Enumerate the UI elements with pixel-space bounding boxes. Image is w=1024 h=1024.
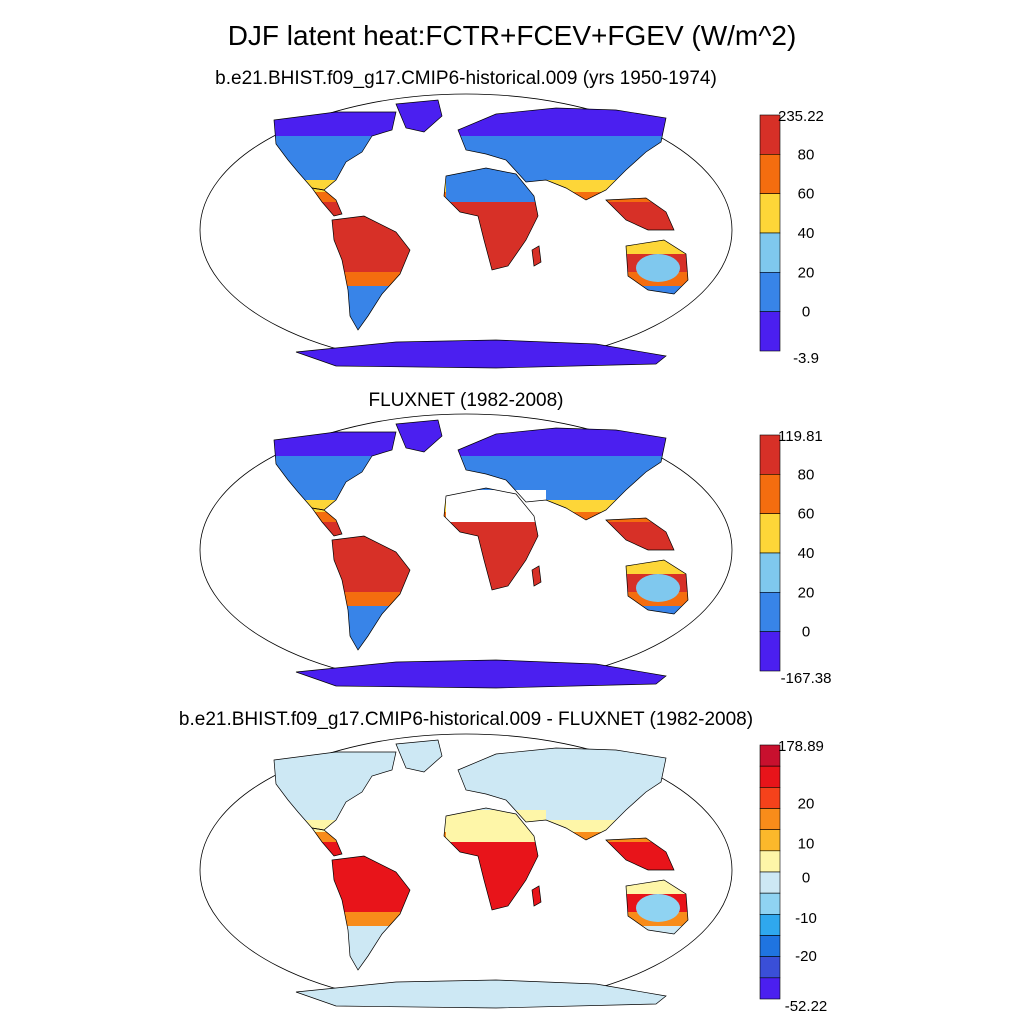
central-america-outline	[311, 187, 343, 217]
colorbar-segment	[759, 871, 781, 894]
colorbar-segment	[759, 434, 781, 475]
colorbar-segment	[759, 154, 781, 194]
south-america-outline	[331, 535, 411, 651]
antarctica-outline	[295, 979, 667, 1009]
greenland-outline	[395, 419, 443, 453]
panel1-colorbar: 235.22 80 60 40 20 0 -3.9	[759, 108, 824, 367]
panel3-colorbar: 178.89 20 10 0 -10 -20 -52.22	[759, 738, 827, 1015]
colorbar-segment	[759, 474, 781, 514]
colorbar-label: -10	[795, 910, 817, 927]
colorbar-segment	[759, 311, 781, 352]
antarctica-outline	[295, 339, 667, 369]
se-asia-outline	[605, 517, 675, 551]
south-america-outline	[331, 855, 411, 971]
colorbar-segment	[759, 914, 781, 936]
colorbar-label: 178.89	[778, 738, 824, 755]
panel2-colorbar: 119.81 80 60 40 20 0 -167.38	[759, 428, 832, 687]
colorbar-label: 119.81	[778, 428, 823, 445]
colorbar-label: 60	[798, 186, 815, 203]
greenland-outline	[395, 99, 443, 133]
colorbar-segment	[759, 513, 781, 554]
colorbar-label: 235.22	[778, 108, 824, 125]
madagascar-outline	[531, 885, 542, 907]
eurasia-outline	[457, 427, 667, 521]
colorbar-label: 0	[802, 624, 810, 641]
australia-outline	[625, 559, 689, 615]
panel1-map	[199, 93, 733, 369]
colorbar-segment	[759, 892, 781, 915]
colorbar-segment	[759, 552, 781, 593]
africa-outline	[443, 487, 539, 591]
colorbar-segment	[759, 850, 781, 873]
panel3-title: b.e21.BHIST.f09_g17.CMIP6-historical.009…	[178, 709, 754, 730]
eurasia-outline	[457, 107, 667, 201]
colorbar-segment	[759, 956, 781, 979]
north-america-outline	[273, 111, 397, 191]
colorbar-segment	[759, 114, 781, 155]
colorbar-label: 60	[798, 506, 815, 523]
colorbar-segment	[759, 592, 781, 632]
colorbar-label: 20	[798, 264, 815, 281]
colorbar-segment	[759, 829, 781, 852]
colorbar-label: 20	[798, 584, 815, 601]
colorbar-segment	[759, 744, 781, 767]
colorbar-label: -20	[795, 948, 817, 965]
panel2-title: FLUXNET (1982-2008)	[368, 390, 564, 411]
eurasia-outline	[457, 747, 667, 841]
colorbar-segment	[759, 193, 781, 234]
colorbar-segment	[759, 631, 781, 672]
se-asia-outline	[605, 837, 675, 871]
colorbar-segment	[759, 808, 781, 830]
colorbar-label: -52.22	[785, 998, 828, 1015]
madagascar-outline	[531, 245, 542, 267]
colorbar-label: 40	[798, 225, 815, 242]
se-asia-outline	[605, 197, 675, 231]
colorbar-label: 10	[798, 836, 815, 853]
colorbar-segment	[759, 765, 781, 788]
colorbar-label: 40	[798, 545, 815, 562]
north-america-outline	[273, 751, 397, 831]
central-america-outline	[311, 827, 343, 857]
madagascar-outline	[531, 565, 542, 587]
colorbar-segment	[759, 232, 781, 273]
colorbar-label: -3.9	[793, 350, 819, 367]
colorbar-label: 80	[798, 146, 815, 163]
colorbar-segment	[759, 935, 781, 957]
greenland-outline	[395, 739, 443, 773]
colorbar-segment	[759, 272, 781, 312]
australia-outline	[625, 879, 689, 935]
panel1-title: b.e21.BHIST.f09_g17.CMIP6-historical.009…	[215, 68, 717, 89]
colorbar-segment	[759, 787, 781, 809]
australia-outline	[625, 239, 689, 295]
antarctica-outline	[295, 659, 667, 689]
africa-outline	[443, 807, 539, 911]
colorbar-label: 20	[798, 796, 815, 813]
panel2-map	[199, 413, 733, 689]
colorbar-segment	[759, 977, 781, 1000]
main-title: DJF latent heat:FCTR+FCEV+FGEV (W/m^2)	[227, 20, 797, 51]
colorbar-label: 0	[802, 304, 810, 321]
colorbar-label: 80	[798, 466, 815, 483]
panel3-map	[199, 733, 733, 1009]
south-america-outline	[331, 215, 411, 331]
colorbar-label: 0	[802, 870, 810, 887]
africa-outline	[443, 167, 539, 271]
colorbar-label: -167.38	[781, 670, 832, 687]
central-america-outline	[311, 507, 343, 537]
north-america-outline	[273, 431, 397, 511]
